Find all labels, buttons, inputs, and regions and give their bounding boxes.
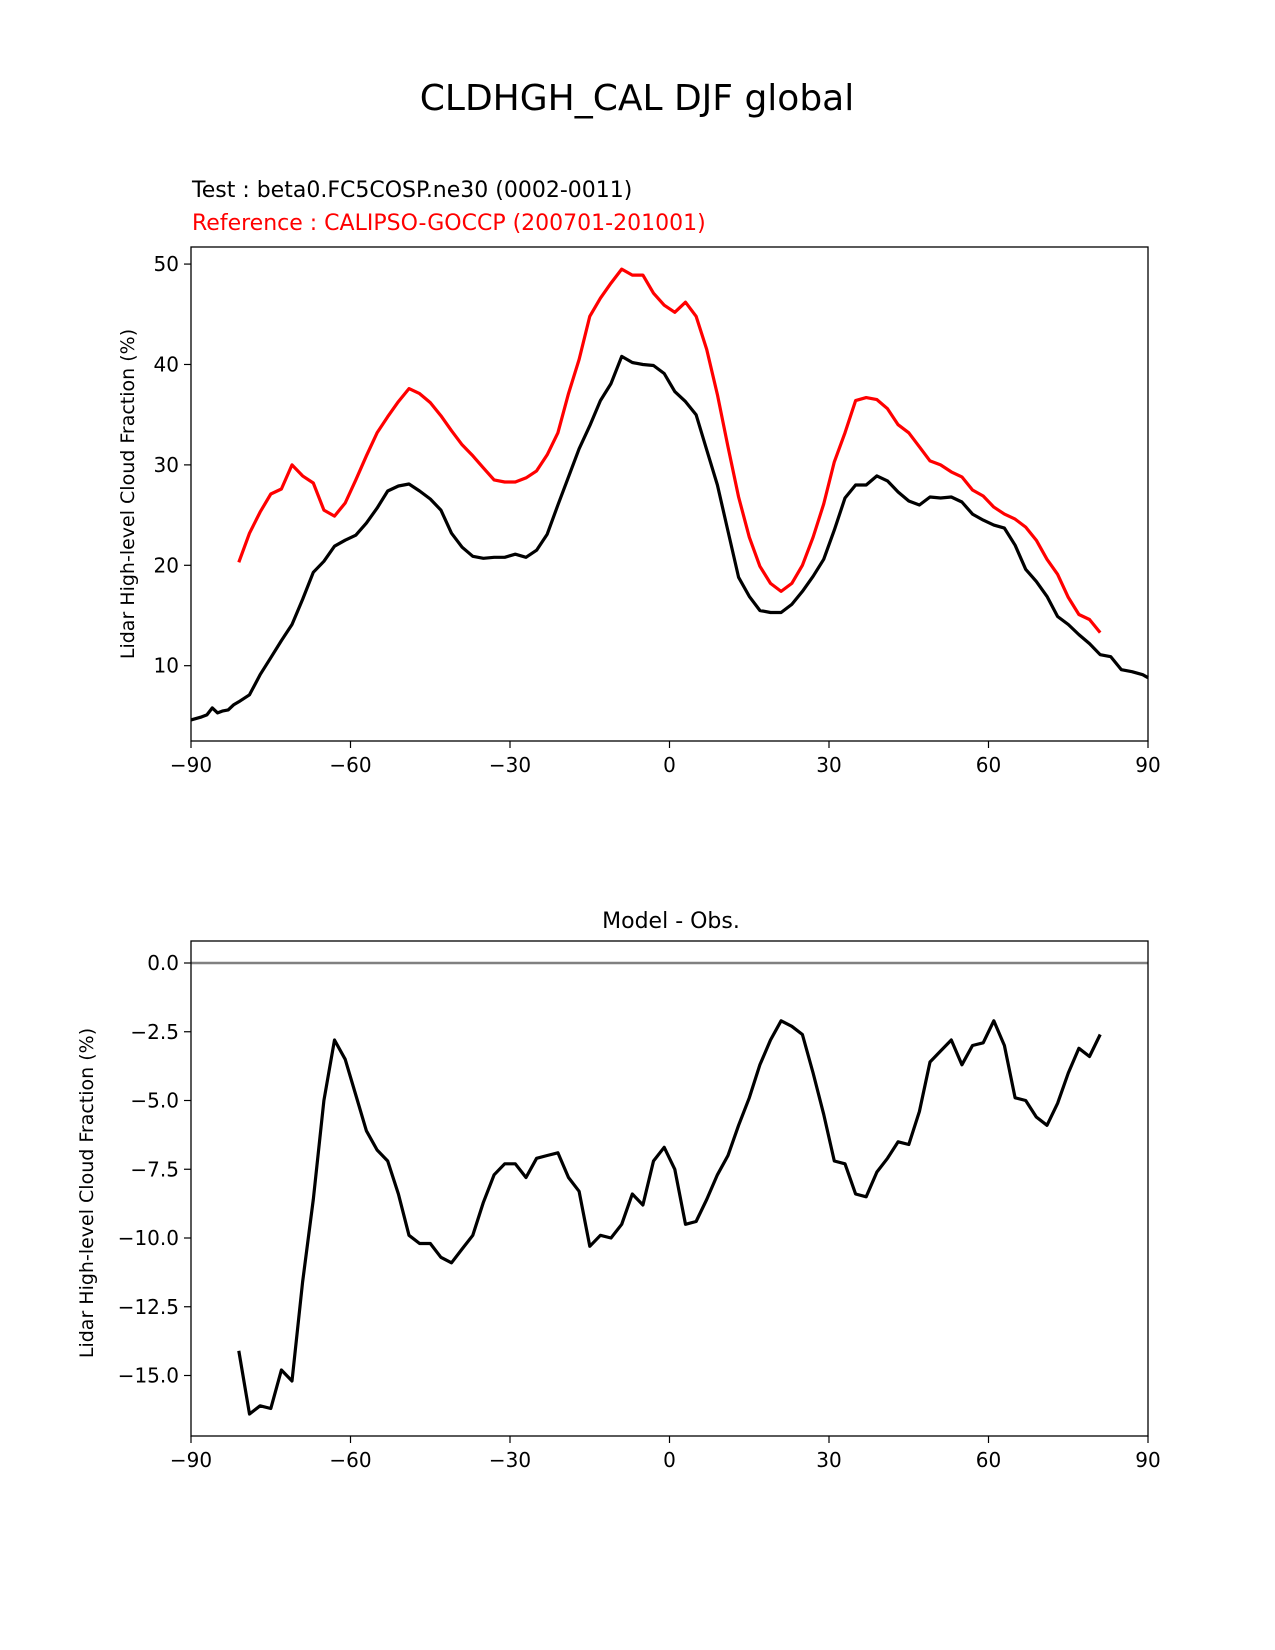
x-tick-label: 60 — [976, 753, 1001, 777]
x-tick-label: 30 — [816, 1448, 841, 1472]
y-tick-label: −7.5 — [130, 1157, 179, 1181]
y-tick-label: 50 — [154, 252, 179, 276]
top-panel: Test : beta0.FC5COSP.ne30 (0002-0011) Re… — [117, 178, 1161, 777]
series-line-0 — [237, 267, 1102, 634]
x-tick-label: 30 — [816, 753, 841, 777]
x-tick-label: 0 — [663, 1448, 676, 1472]
difference-title: Model - Obs. — [602, 909, 740, 934]
x-tick-label: −30 — [489, 753, 531, 777]
y-tick-label: 30 — [154, 453, 179, 477]
bottom-plot-area: −90 −60 −30 0 30 60 90 0.0 −2.5 −5.0 −7.5 −10.0 −12.… — [118, 940, 1161, 1472]
x-tick-label: 90 — [1135, 1448, 1160, 1472]
bottom-y-axis-label: Lidar High-level Cloud Fraction (%) — [76, 1028, 98, 1358]
x-tick-label: 0 — [663, 753, 676, 777]
figure-title: CLDHGH_CAL DJF global — [420, 78, 855, 119]
top-plot-area: −90 −60 −30 0 30 60 90 10 20 30 40 50 — [154, 246, 1161, 777]
y-tick-label: 40 — [154, 352, 179, 376]
x-tick-label: −90 — [170, 753, 212, 777]
y-tick-label: −5.0 — [130, 1089, 179, 1113]
top-y-axis-label: Lidar High-level Cloud Fraction (%) — [117, 329, 139, 659]
x-tick-label: 60 — [976, 1448, 1001, 1472]
y-tick-label: −12.5 — [118, 1295, 179, 1319]
series-line-0 — [237, 1019, 1102, 1416]
bottom-panel: Model - Obs. Lidar High-level Cloud Frac… — [76, 909, 1161, 1472]
x-tick-label: −90 — [170, 1448, 212, 1472]
reference-title: Reference : CALIPSO-GOCCP (200701-201001… — [192, 211, 706, 236]
y-tick-label: 10 — [154, 654, 179, 678]
x-tick-label: −60 — [329, 753, 371, 777]
series-line-1 — [190, 354, 1149, 722]
plot-frame — [190, 246, 1149, 742]
y-tick-label: −15.0 — [118, 1364, 179, 1388]
y-tick-label: −2.5 — [130, 1020, 179, 1044]
plot-frame — [190, 940, 1149, 1437]
x-tick-label: 90 — [1135, 753, 1160, 777]
y-tick-label: 20 — [154, 553, 179, 577]
y-tick-label: 0.0 — [147, 951, 179, 975]
x-tick-label: −60 — [329, 1448, 371, 1472]
x-tick-label: −30 — [489, 1448, 531, 1472]
top-y-axis-label-group: Lidar High-level Cloud Fraction (%) — [117, 329, 139, 659]
test-title: Test : beta0.FC5COSP.ne30 (0002-0011) — [191, 178, 632, 203]
y-tick-label: −10.0 — [118, 1226, 179, 1250]
